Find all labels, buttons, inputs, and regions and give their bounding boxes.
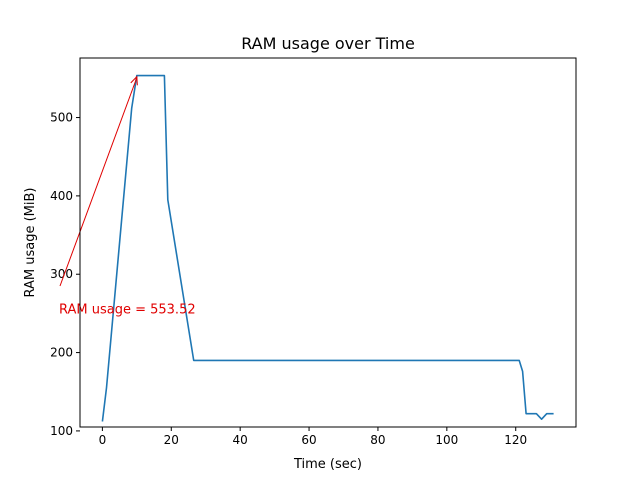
x-tick-label: 120 (504, 433, 527, 447)
y-axis-label: RAM usage (MiB) (23, 188, 38, 298)
y-tick-label: 100 (50, 424, 73, 438)
x-tick-label: 80 (370, 433, 385, 447)
x-axis-ticks: 0 20 40 60 80 100 120 (99, 427, 527, 447)
annotation-arrow-line (59, 77, 138, 287)
y-tick-label: 200 (50, 346, 73, 360)
x-tick-label: 60 (301, 433, 316, 447)
plot-frame (79, 57, 577, 428)
y-tick-label: 500 (50, 111, 73, 125)
y-tick-label: 400 (50, 189, 73, 203)
x-tick-label: 20 (164, 433, 179, 447)
y-tick-label: 300 (50, 267, 73, 281)
chart-title: RAM usage over Time (241, 34, 415, 53)
series-lines (101, 74, 554, 422)
plot-area (80, 58, 576, 427)
annotation-label: RAM usage = 553.52 (59, 302, 196, 317)
x-tick-label: 0 (99, 433, 107, 447)
series-line-0 (101, 74, 554, 422)
x-tick-label: 40 (233, 433, 248, 447)
y-axis-ticks: 100 200 300 400 500 (50, 111, 80, 438)
annotation-arrowhead (130, 75, 138, 86)
x-axis-label: Time (sec) (293, 457, 362, 472)
x-tick-label: 100 (435, 433, 458, 447)
peak-annotation: RAM usage = 553.52 (59, 75, 196, 317)
